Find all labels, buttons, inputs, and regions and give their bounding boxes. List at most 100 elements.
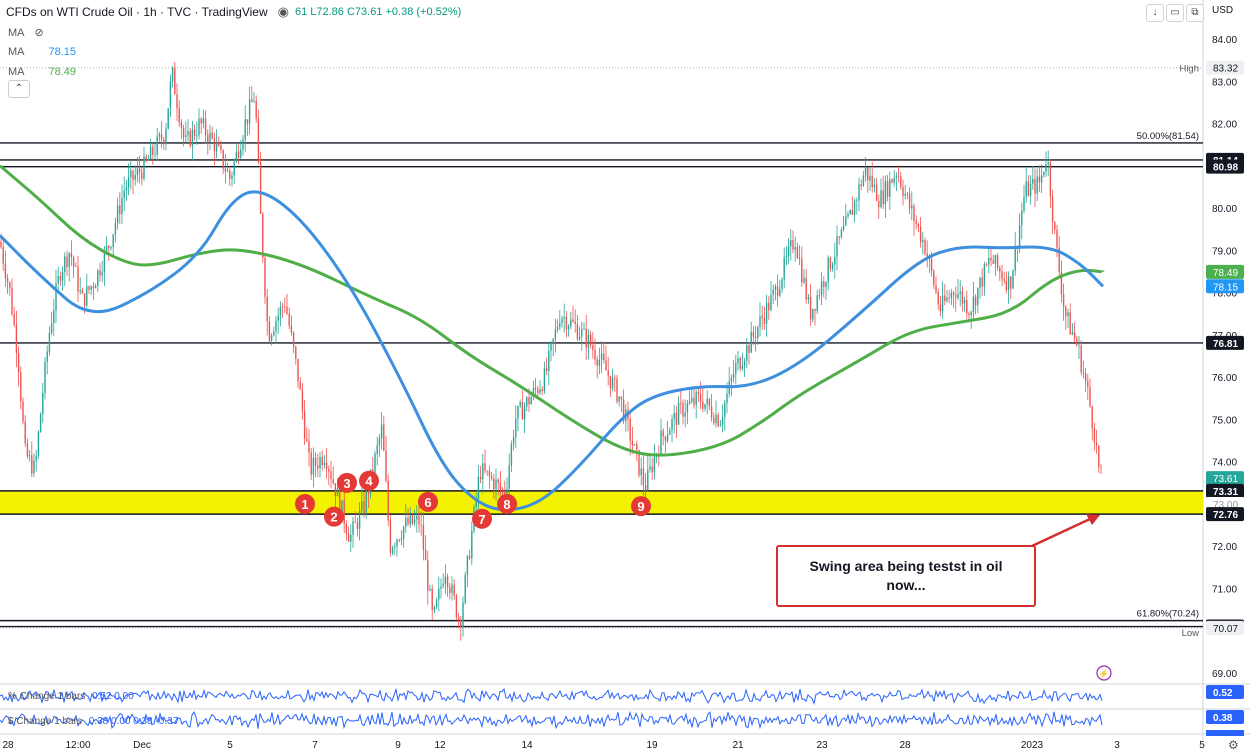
marker-number: 8 [503, 497, 510, 512]
candle-body [226, 170, 229, 172]
candle-body [233, 161, 235, 176]
price-label-bg [1206, 483, 1244, 498]
candle-body [301, 389, 304, 412]
candle-body [251, 99, 253, 102]
candle-body [303, 411, 306, 439]
candle-body [561, 318, 563, 324]
candle-body [735, 363, 737, 375]
candle-body [783, 257, 785, 280]
candle-body [653, 456, 656, 473]
candle-body [418, 515, 420, 525]
candle-body [13, 314, 15, 325]
candle-body [578, 336, 581, 340]
ma-blue-line[interactable] [0, 190, 1105, 512]
candle-body [330, 471, 332, 480]
candle-body [616, 378, 618, 402]
candle-body [592, 345, 594, 350]
candle-body [44, 361, 46, 393]
indicator-name: MA [8, 26, 25, 39]
candle-body [378, 438, 381, 446]
price-label-bg [1206, 279, 1244, 294]
candle-body [585, 328, 587, 348]
candle-body [554, 329, 557, 339]
price-label[interactable]: 72.76 [1206, 507, 1244, 522]
candle-body [757, 327, 759, 339]
price-label-text: 78.15 [1213, 282, 1238, 293]
candle-body [358, 510, 361, 529]
candle-body [222, 149, 224, 169]
y-tick-label: 82.00 [1212, 120, 1237, 131]
eye-off-icon[interactable]: ⊘ [34, 27, 44, 39]
candle-body [543, 368, 546, 392]
candle-body [15, 324, 18, 353]
candle-body [636, 444, 638, 451]
candle-body [871, 175, 873, 188]
candle-body [607, 370, 609, 376]
move-down-button[interactable]: ↓ [1146, 4, 1164, 22]
collapse-indicators-button[interactable]: ⌃ [8, 80, 30, 98]
price-label[interactable]: 73.31 [1206, 483, 1244, 498]
candle-body [878, 201, 880, 208]
maximize-button[interactable]: ▭ [1166, 4, 1184, 22]
restore-button[interactable]: ⧉ [1186, 4, 1204, 22]
candle-body [644, 484, 647, 491]
candle-body [332, 479, 334, 484]
candle-body [917, 223, 920, 227]
x-tick-label: 3 [1114, 740, 1120, 751]
price-label[interactable]: 76.81 [1206, 335, 1244, 350]
candle-body [545, 368, 548, 371]
price-label[interactable]: 78.49 [1206, 264, 1244, 279]
candle-body [684, 412, 686, 417]
candle-body [314, 457, 317, 466]
price-label-text: 70.07 [1213, 624, 1238, 635]
price-label[interactable]: 80.98 [1206, 159, 1244, 174]
candle-body [321, 456, 323, 466]
candle-body [893, 177, 895, 183]
candle-body [125, 187, 128, 191]
candle-body [649, 466, 651, 470]
x-tick-label: 9 [395, 740, 401, 751]
swing-marker-2: 2 [324, 506, 344, 527]
price-label[interactable]: 83.32 [1206, 60, 1244, 75]
currency-selector[interactable]: USD [1212, 5, 1234, 16]
symbol-title[interactable]: CFDs on WTI Crude Oil · 1h · TVC · Tradi… [6, 5, 268, 19]
candle-body [147, 159, 150, 161]
indicator-row-ma-3[interactable]: MA 78.49 [8, 66, 76, 78]
candle-body [281, 306, 284, 308]
candle-body [860, 184, 862, 186]
candle-body [730, 377, 733, 382]
lightning-icon[interactable]: ⚡ [1096, 665, 1112, 681]
marker-number: 2 [330, 510, 337, 525]
candle-body [497, 479, 499, 483]
price-label[interactable]: 70.07 [1206, 620, 1244, 635]
candle-body [603, 353, 605, 361]
candle-body [600, 353, 603, 360]
candle-body [517, 406, 519, 419]
candle-body [429, 588, 431, 591]
candle-body [633, 444, 636, 446]
candle-body [354, 521, 356, 523]
indicator-row-ma-2[interactable]: MA 78.15 [8, 46, 76, 58]
candle-body [862, 175, 865, 186]
candle-body [829, 257, 832, 269]
candle-body [1045, 164, 1047, 172]
candle-body [770, 294, 772, 311]
candle-body [704, 403, 706, 409]
candle-body [424, 549, 427, 561]
x-tick-label: 28 [899, 740, 911, 751]
candle-body [402, 526, 405, 539]
candle-body [295, 346, 297, 359]
candle-body [1032, 178, 1034, 184]
candle-body [160, 134, 163, 140]
candle-body [61, 272, 64, 281]
price-label[interactable]: 73.61 [1206, 471, 1244, 486]
candle-body [790, 240, 792, 247]
candle-body [809, 296, 812, 320]
candle-body [761, 316, 763, 319]
price-label[interactable]: 78.15 [1206, 279, 1244, 294]
candle-body [1018, 225, 1021, 248]
ma-green-line[interactable] [0, 164, 1104, 457]
eye-icon[interactable]: ◉ [277, 4, 289, 19]
indicator-row-ma-1[interactable]: MA ⊘ [8, 26, 44, 40]
